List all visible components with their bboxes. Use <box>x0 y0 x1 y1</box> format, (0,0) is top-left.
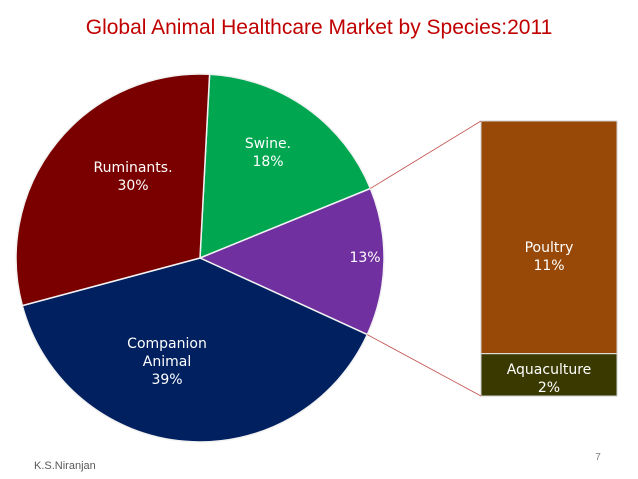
slice-label: Ruminants. 30% <box>93 160 172 194</box>
pie-slice <box>21 257 369 443</box>
breakdown-bar <box>367 120 618 397</box>
breakdown-segment <box>480 120 618 355</box>
slice-label: 13% <box>349 250 380 266</box>
breakdown-label: Poultry 11% <box>525 240 574 274</box>
connector-line <box>367 334 482 397</box>
pie-slices <box>15 73 385 443</box>
breakdown-frame <box>480 120 618 397</box>
pie-slice <box>198 187 385 336</box>
chart-title: Global Animal Healthcare Market by Speci… <box>85 16 553 39</box>
pie-slice <box>15 73 211 307</box>
connector-line <box>370 120 482 189</box>
slice-label: Swine. 18% <box>245 136 291 170</box>
pie-slice <box>199 73 372 260</box>
slide-number: 7 <box>595 452 601 463</box>
breakdown-label: Aquaculture 2% <box>507 362 592 396</box>
author-name: K.S.Niranjan <box>34 460 96 472</box>
slice-labels: Swine. 18% 13% Companion Animal 39% Ruminants.… <box>93 136 591 396</box>
slice-label: Companion Animal 39% <box>127 336 207 388</box>
